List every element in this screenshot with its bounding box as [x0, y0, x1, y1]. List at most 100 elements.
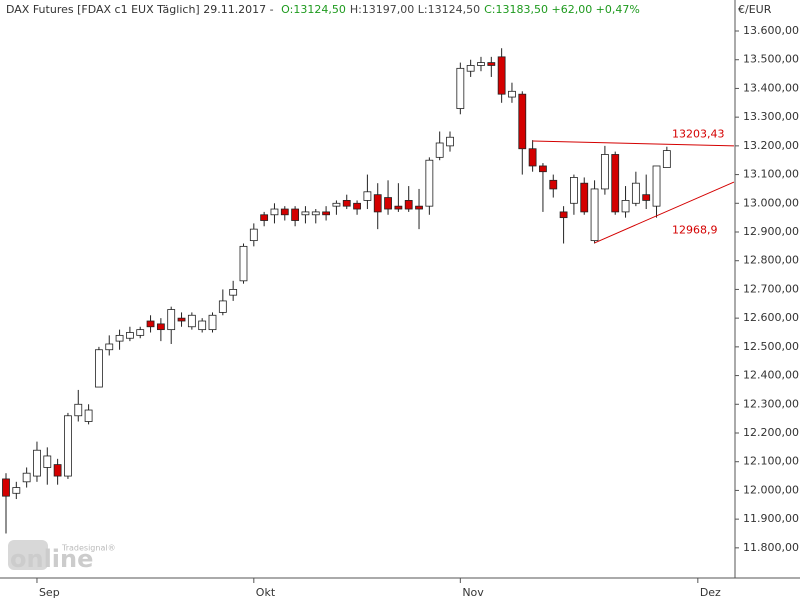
x-tick-label: Sep — [39, 586, 60, 599]
candle-body — [270, 208, 279, 216]
candle-body — [53, 464, 62, 477]
y-tick-label: 12.500,00 — [743, 340, 799, 353]
candle-body — [446, 136, 454, 147]
x-tick-label: Nov — [462, 586, 484, 599]
trend-line — [532, 140, 734, 147]
candle-body — [342, 200, 351, 207]
candle-body — [570, 177, 578, 204]
candle-body — [2, 478, 10, 497]
candle-body — [384, 197, 392, 210]
y-tick-label: 12.000,00 — [743, 483, 799, 496]
x-tick-label: Dez — [700, 586, 721, 599]
candle-body — [229, 289, 238, 296]
y-axis-unit: €/EUR — [738, 3, 772, 16]
candle-body — [600, 154, 609, 190]
trend-line-label: 13203,43 — [672, 127, 725, 140]
y-tick-label: 12.400,00 — [743, 369, 799, 382]
y-tick-label: 12.100,00 — [743, 455, 799, 468]
candle-body — [198, 320, 207, 331]
candle-body — [64, 415, 72, 477]
y-tick-label: 12.300,00 — [743, 397, 799, 410]
candle-body — [84, 409, 93, 422]
candle-body — [260, 214, 269, 221]
candle-body — [187, 314, 196, 328]
logo-box — [8, 540, 48, 570]
watermark: online — [10, 545, 93, 573]
y-tick-label: 11.900,00 — [743, 512, 799, 525]
title-symbol: DAX Futures [FDAX c1 EUX Täglich] 29.11.… — [6, 3, 274, 16]
candle-body — [662, 150, 671, 168]
candle-body — [415, 205, 423, 210]
candle-body — [311, 211, 320, 216]
candle-body — [559, 211, 568, 219]
candle-body — [456, 67, 465, 109]
candle-body — [353, 202, 361, 210]
y-tick-label: 12.700,00 — [743, 282, 799, 295]
candle-body — [136, 329, 145, 336]
candle-body — [280, 208, 289, 216]
candle-body — [497, 56, 506, 95]
candle-body — [652, 165, 661, 207]
y-tick-label: 12.600,00 — [743, 311, 799, 324]
candle-body — [105, 343, 114, 351]
candle-body — [177, 317, 186, 322]
candle-body — [208, 314, 217, 331]
candle-body — [115, 334, 124, 342]
candle-body — [487, 62, 496, 66]
trend-line-label: 12968,9 — [672, 223, 718, 236]
candle-body — [218, 300, 227, 313]
candle-body — [22, 472, 31, 483]
candle-body — [466, 65, 475, 72]
candle-body — [621, 200, 630, 213]
y-tick-label: 12.200,00 — [743, 426, 799, 439]
candle-body — [518, 93, 527, 150]
candle-body — [539, 165, 547, 173]
candle-body — [332, 202, 341, 207]
candle-body — [590, 188, 599, 242]
candle-body — [249, 228, 258, 242]
y-tick-label: 13.500,00 — [743, 53, 799, 66]
candle-body — [404, 200, 413, 210]
candle-body — [291, 208, 300, 221]
candle-body — [508, 90, 516, 98]
chart-title: DAX Futures [FDAX c1 EUX Täglich] 29.11.… — [6, 3, 640, 16]
candle-body — [611, 154, 620, 213]
y-tick-label: 13.400,00 — [743, 81, 799, 94]
watermark-sub: Tradesignal® — [61, 544, 116, 553]
candle-body — [631, 182, 640, 204]
y-tick-label: 13.200,00 — [743, 139, 799, 152]
y-tick-label: 12.800,00 — [743, 254, 799, 267]
candle-body — [239, 245, 248, 282]
candle-body — [435, 142, 444, 158]
y-tick-label: 13.000,00 — [743, 196, 799, 209]
x-tick-label: Okt — [256, 586, 276, 599]
candle-body — [363, 191, 372, 201]
candle-body — [156, 323, 165, 331]
y-tick-label: 13.600,00 — [743, 24, 799, 37]
candle-body — [642, 194, 651, 201]
y-tick-label: 11.800,00 — [743, 541, 799, 554]
quote-part: C:13183,50 +62,00 +0,47% — [484, 3, 640, 16]
candle-body — [549, 179, 558, 190]
candle-body — [12, 487, 21, 494]
candle-body — [146, 320, 155, 328]
candle-body — [43, 455, 52, 468]
candle-body — [394, 205, 403, 210]
candle-body — [95, 349, 103, 388]
quote-part: O:13124,50 — [281, 3, 346, 16]
candle-body — [301, 211, 310, 216]
candle-body — [425, 159, 434, 207]
y-tick-label: 12.900,00 — [743, 225, 799, 238]
quote-part: H:13197,00 L:13124,50 — [350, 3, 480, 16]
candle-body — [528, 148, 537, 167]
candle-body — [322, 211, 330, 216]
y-tick-label: 13.300,00 — [743, 110, 799, 123]
candle-body — [580, 182, 589, 213]
candle-body — [33, 449, 41, 477]
trend-line — [594, 181, 735, 244]
candle-body — [126, 332, 134, 339]
candle-body — [167, 309, 176, 331]
y-tick-label: 13.100,00 — [743, 168, 799, 181]
candle-body — [477, 62, 485, 66]
